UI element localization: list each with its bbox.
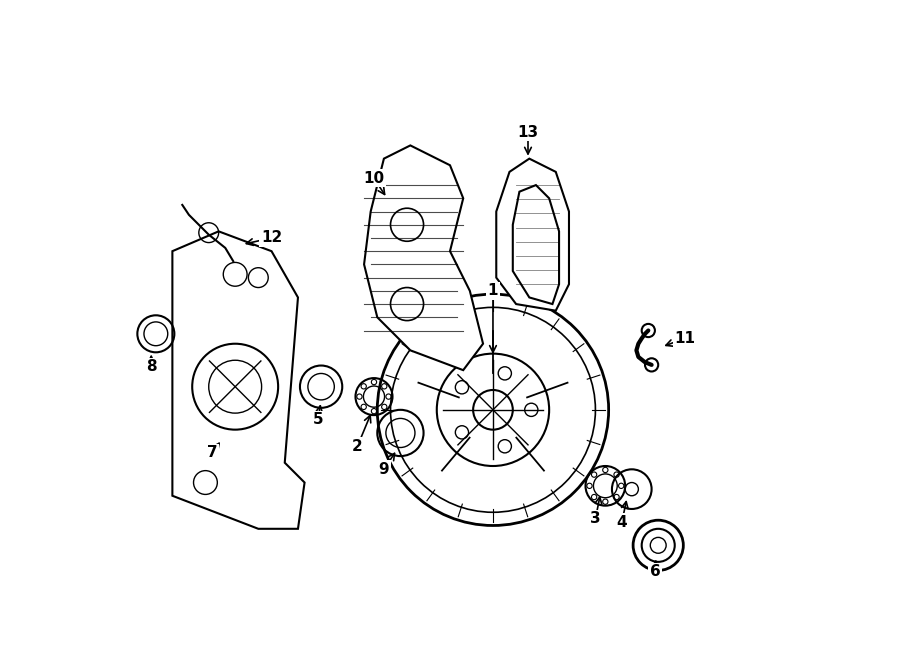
Text: 10: 10 bbox=[364, 171, 384, 186]
Text: 8: 8 bbox=[146, 360, 157, 374]
Polygon shape bbox=[513, 185, 559, 304]
Text: 9: 9 bbox=[379, 462, 389, 477]
Polygon shape bbox=[173, 231, 304, 529]
Text: 3: 3 bbox=[590, 512, 600, 526]
Text: 2: 2 bbox=[352, 439, 363, 453]
Polygon shape bbox=[496, 159, 569, 311]
Text: 11: 11 bbox=[674, 331, 695, 346]
Polygon shape bbox=[364, 145, 483, 370]
Text: 5: 5 bbox=[312, 412, 323, 427]
Text: 13: 13 bbox=[518, 125, 538, 139]
Text: 4: 4 bbox=[616, 515, 627, 529]
Text: 1: 1 bbox=[488, 284, 499, 298]
Text: 6: 6 bbox=[650, 564, 661, 579]
Text: 12: 12 bbox=[261, 231, 283, 245]
Text: 7: 7 bbox=[207, 446, 218, 460]
